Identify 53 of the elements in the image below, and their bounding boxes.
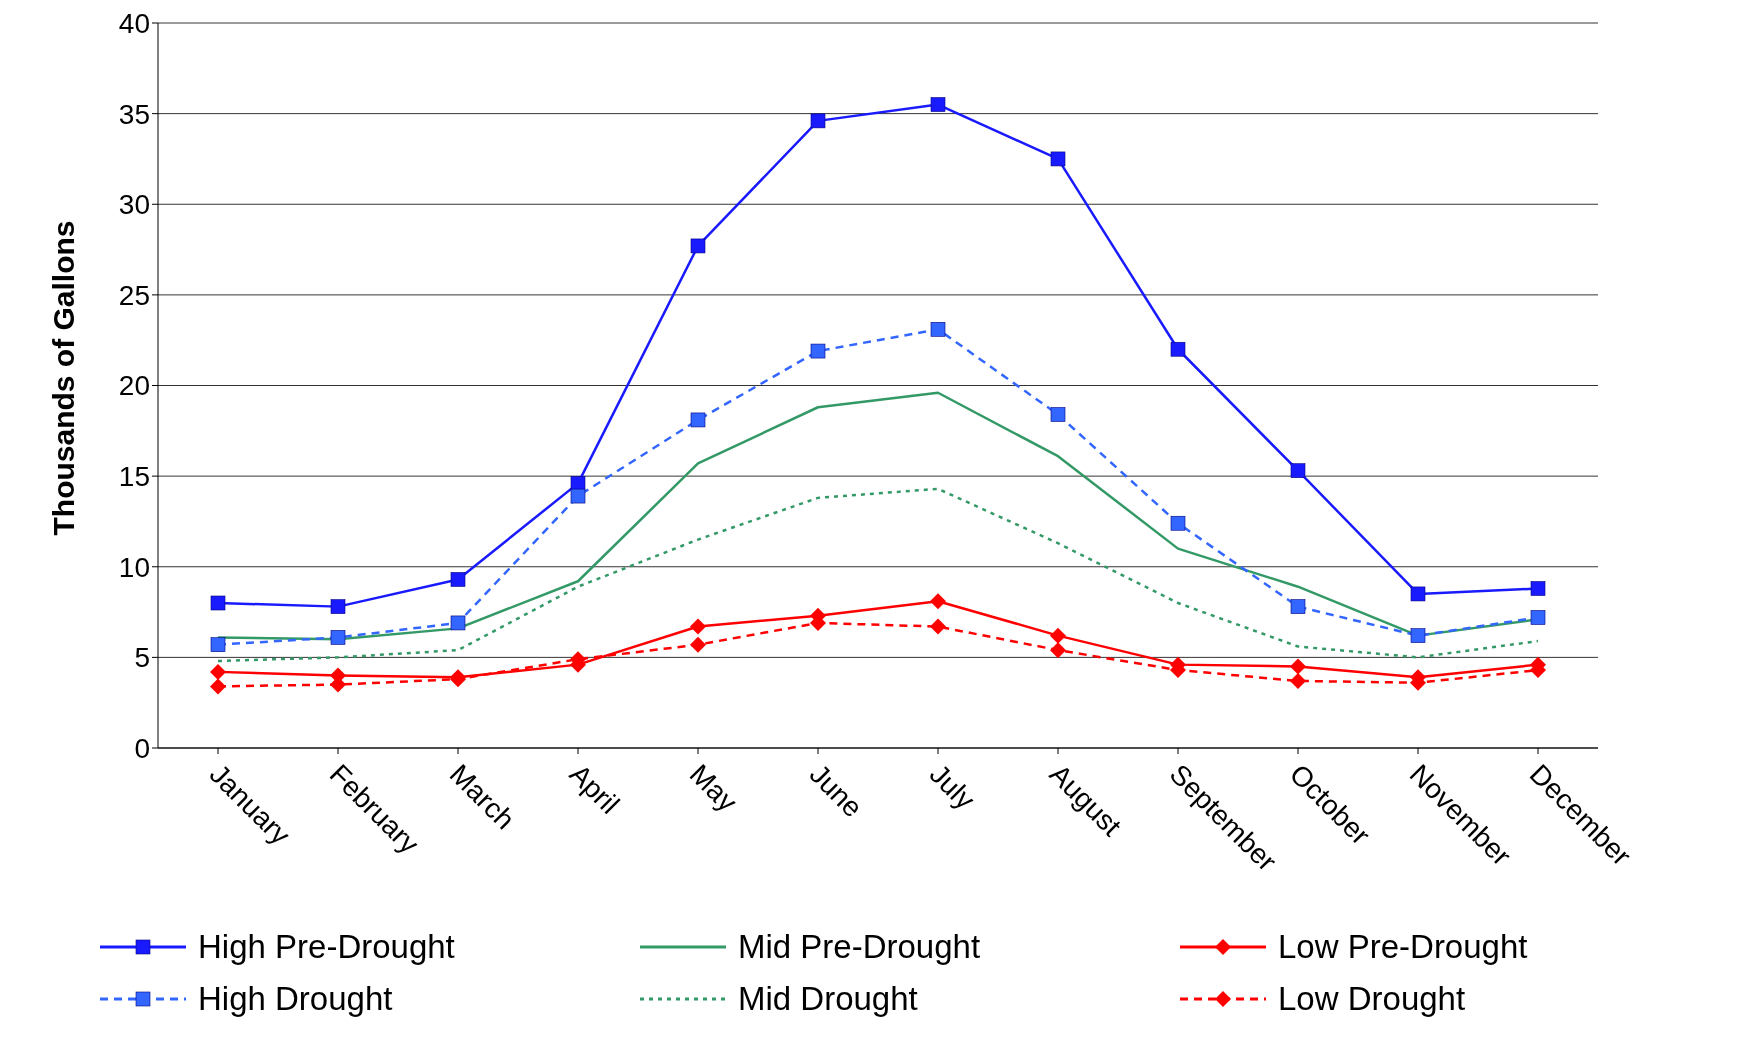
point [930, 97, 946, 112]
point [210, 678, 226, 695]
point [1530, 610, 1546, 625]
point [1050, 151, 1066, 167]
point [1170, 515, 1186, 531]
y-tick-label: 15 [118, 461, 150, 493]
point [930, 618, 946, 635]
point [1290, 658, 1306, 675]
point [1530, 581, 1546, 596]
point [810, 113, 826, 129]
y-tick-label: 10 [118, 551, 150, 583]
x-tick-label: July [923, 758, 981, 816]
point [690, 238, 706, 254]
y-tick-label: 25 [118, 279, 150, 311]
x-tick-label: April [563, 758, 626, 820]
point [690, 636, 706, 653]
legend-label: Mid Drought [738, 980, 918, 1018]
point [1170, 341, 1186, 357]
y-tick-label: 5 [134, 642, 150, 674]
y-tick-label: 30 [118, 189, 150, 221]
point [330, 599, 346, 614]
point [1050, 642, 1066, 659]
y-tick-label: 35 [118, 98, 150, 130]
point [450, 615, 466, 631]
legend-label: High Drought [198, 980, 393, 1018]
point [810, 343, 826, 359]
legend-label: Low Drought [1278, 980, 1466, 1018]
x-tick-label: May [683, 758, 744, 818]
y-tick-label: 0 [134, 732, 150, 764]
point [1290, 463, 1306, 478]
y-tick-label: 20 [118, 370, 150, 402]
point [1050, 627, 1066, 644]
line-series [216, 487, 1540, 663]
y-tick-label: 40 [118, 7, 150, 39]
point [930, 593, 946, 610]
point [1410, 586, 1426, 602]
point [1290, 672, 1306, 689]
point [210, 637, 226, 652]
point [930, 322, 946, 337]
point [1410, 628, 1426, 643]
point [1290, 599, 1306, 614]
point [1050, 407, 1066, 422]
legend-label: Low Pre-Drought [1278, 928, 1528, 966]
legend-label: Mid Pre-Drought [738, 928, 981, 966]
point [570, 488, 586, 504]
point [330, 630, 346, 645]
point [210, 663, 226, 680]
point [690, 618, 706, 635]
y-axis-title: Thousands of Gallons [46, 220, 80, 536]
point [210, 595, 226, 611]
point [450, 572, 466, 587]
point [690, 412, 706, 428]
legend-label: High Pre-Drought [198, 928, 455, 966]
